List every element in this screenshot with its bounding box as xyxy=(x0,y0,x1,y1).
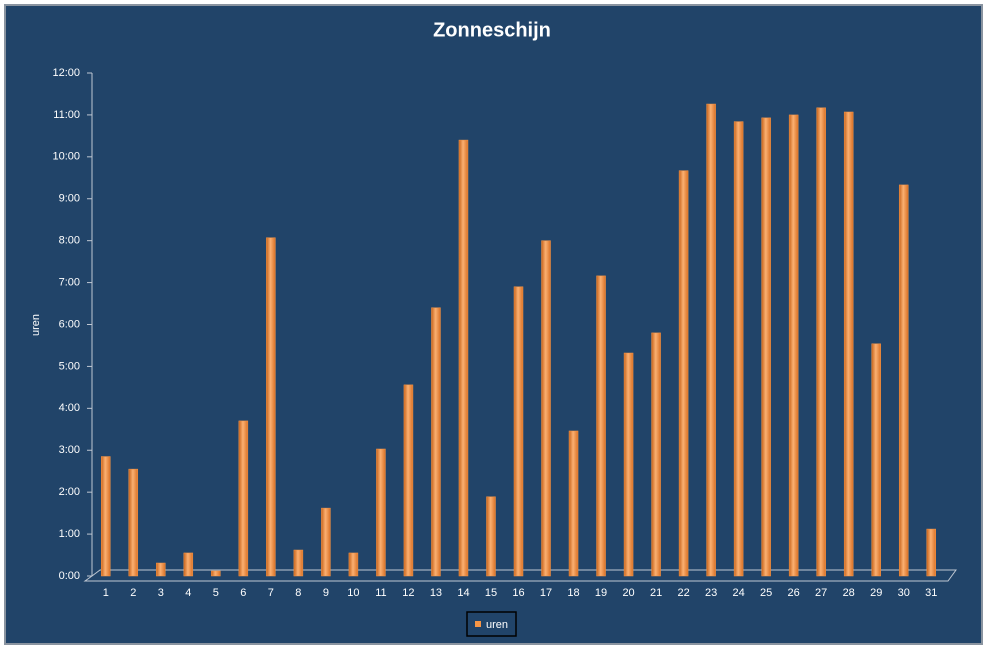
bar xyxy=(706,103,716,577)
bar xyxy=(871,343,881,577)
bar xyxy=(843,111,854,577)
x-tick-label: 9 xyxy=(323,587,329,599)
x-tick-label: 17 xyxy=(540,587,552,599)
bar xyxy=(431,307,441,577)
x-tick-label: 8 xyxy=(295,587,301,599)
x-tick-label: 14 xyxy=(457,587,469,599)
bar xyxy=(376,448,386,577)
x-tick-label: 11 xyxy=(375,587,386,599)
x-tick-label: 21 xyxy=(650,587,662,599)
bar xyxy=(403,384,414,577)
bar xyxy=(513,286,524,577)
bar xyxy=(458,139,469,577)
x-tick-label: 10 xyxy=(347,587,359,599)
x-tick-label: 29 xyxy=(870,587,882,599)
x-tick-label: 22 xyxy=(677,587,689,599)
x-tick-label: 4 xyxy=(185,587,191,599)
x-tick-label: 19 xyxy=(595,587,607,599)
y-tick-label: 8:00 xyxy=(59,235,80,247)
bar xyxy=(266,237,276,577)
bar xyxy=(733,121,744,577)
bar xyxy=(348,552,359,577)
x-tick-label: 25 xyxy=(760,587,772,599)
x-tick-label: 13 xyxy=(430,587,442,599)
bar xyxy=(596,275,606,577)
bar xyxy=(568,430,579,577)
x-tick-label: 15 xyxy=(485,587,497,599)
y-tick-label: 5:00 xyxy=(59,360,80,372)
y-tick-label: 9:00 xyxy=(59,193,80,205)
bar xyxy=(926,528,936,577)
x-tick-label: 27 xyxy=(815,587,827,599)
y-tick-label: 4:00 xyxy=(59,402,80,414)
bar xyxy=(101,456,111,577)
x-tick-label: 24 xyxy=(733,587,745,599)
y-tick-label: 6:00 xyxy=(59,318,80,330)
x-tick-label: 31 xyxy=(925,587,937,599)
bar xyxy=(651,332,661,577)
x-tick-label: 28 xyxy=(843,587,855,599)
bar xyxy=(816,107,826,577)
y-tick-label: 12:00 xyxy=(52,67,80,79)
bar xyxy=(541,240,551,577)
y-tick-label: 10:00 xyxy=(52,151,80,163)
x-tick-label: 3 xyxy=(158,587,164,599)
x-tick-label: 30 xyxy=(898,587,910,599)
y-tick-label: 1:00 xyxy=(59,528,80,540)
bar xyxy=(183,552,194,577)
bar xyxy=(898,184,909,577)
x-tick-label: 16 xyxy=(512,587,524,599)
bar xyxy=(761,117,771,577)
legend-swatch xyxy=(475,621,481,627)
x-tick-label: 20 xyxy=(622,587,634,599)
y-axis-label: uren xyxy=(30,314,42,336)
x-tick-label: 1 xyxy=(103,587,109,599)
x-tick-label: 26 xyxy=(788,587,800,599)
x-tick-label: 23 xyxy=(705,587,717,599)
y-tick-label: 11:00 xyxy=(53,109,80,121)
y-tick-label: 7:00 xyxy=(59,276,80,288)
bar xyxy=(293,549,304,577)
x-tick-label: 18 xyxy=(567,587,579,599)
bar xyxy=(211,570,221,577)
bar xyxy=(156,562,166,577)
x-tick-label: 7 xyxy=(268,587,274,599)
x-tick-label: 5 xyxy=(213,587,219,599)
y-tick-label: 0:00 xyxy=(59,570,80,582)
y-tick-label: 3:00 xyxy=(59,444,80,456)
legend-label: uren xyxy=(486,619,508,631)
floor xyxy=(83,569,957,582)
x-tick-label: 2 xyxy=(130,587,136,599)
bar xyxy=(788,114,799,577)
chart-title: Zonneschijn xyxy=(433,19,551,41)
bar xyxy=(238,420,249,577)
bar xyxy=(321,507,331,577)
bar xyxy=(128,468,139,577)
y-tick-label: 2:00 xyxy=(59,486,80,498)
bar xyxy=(486,496,496,577)
x-tick-label: 12 xyxy=(402,587,414,599)
bar xyxy=(678,170,689,577)
bar xyxy=(623,352,634,577)
x-tick-label: 6 xyxy=(240,587,246,599)
